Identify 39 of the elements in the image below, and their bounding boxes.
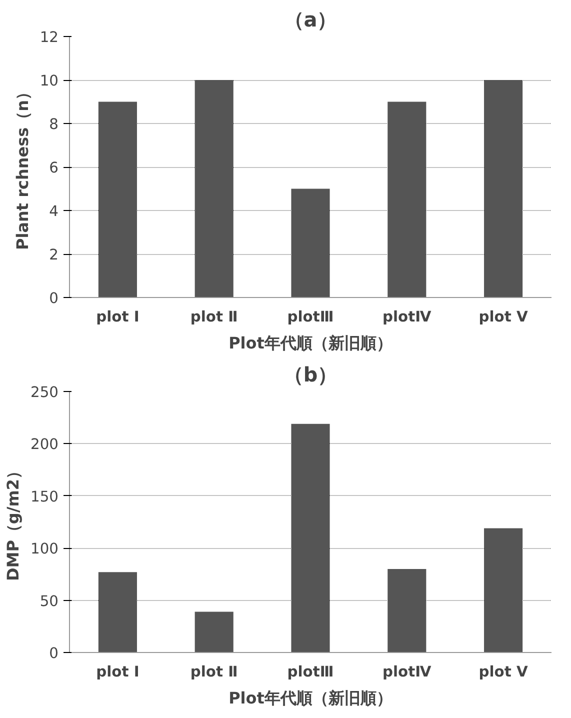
y-axis-title: Plant rchness（n） [12,84,32,250]
chart-title: （b） [283,362,338,386]
y-tick-label: 6 [49,160,59,176]
x-tick-label: plotⅣ [382,308,432,326]
y-tick-label: 2 [49,246,59,264]
y-tick-label: 100 [30,540,59,558]
y-axis-title: DMP（g/m2） [4,462,23,582]
bar [291,188,330,298]
bar [194,612,234,652]
bar [98,572,137,652]
x-tick-label: plotⅢ [287,308,334,326]
y-tick-label: 12 [40,29,59,46]
y-tick-label: 10 [40,72,59,90]
x-axis-title: Plot年代順（新旧順） [228,334,392,352]
y-tick-label: 250 [30,384,59,401]
y-tick-label: 4 [49,203,59,220]
bar [291,424,330,652]
x-tick-label: plot Ⅱ [190,308,238,326]
x-tick-label: plot Ⅱ [190,664,238,680]
y-tick-label: 0 [49,290,59,307]
bar [194,80,234,298]
x-tick-label: plot Ⅰ [96,664,140,680]
x-tick-label: plot Ⅰ [96,308,140,326]
x-tick-label: plot Ⅴ [478,308,528,326]
bar [388,568,426,652]
y-tick-label: 0 [49,645,59,662]
y-tick-label: 150 [30,488,59,506]
y-tick-label: 50 [40,592,59,610]
bar [484,80,523,298]
bar [98,102,137,298]
x-tick-label: plotⅢ [287,664,334,680]
x-tick-label: plotⅣ [382,664,432,680]
y-tick-label: 200 [30,436,59,454]
x-tick-label: plot Ⅴ [478,664,528,680]
bar [388,102,426,298]
bar [484,528,523,652]
y-tick-label: 8 [49,116,59,133]
chart-title: （a） [284,8,338,32]
x-axis-title: Plot年代順（新旧順） [228,688,392,708]
